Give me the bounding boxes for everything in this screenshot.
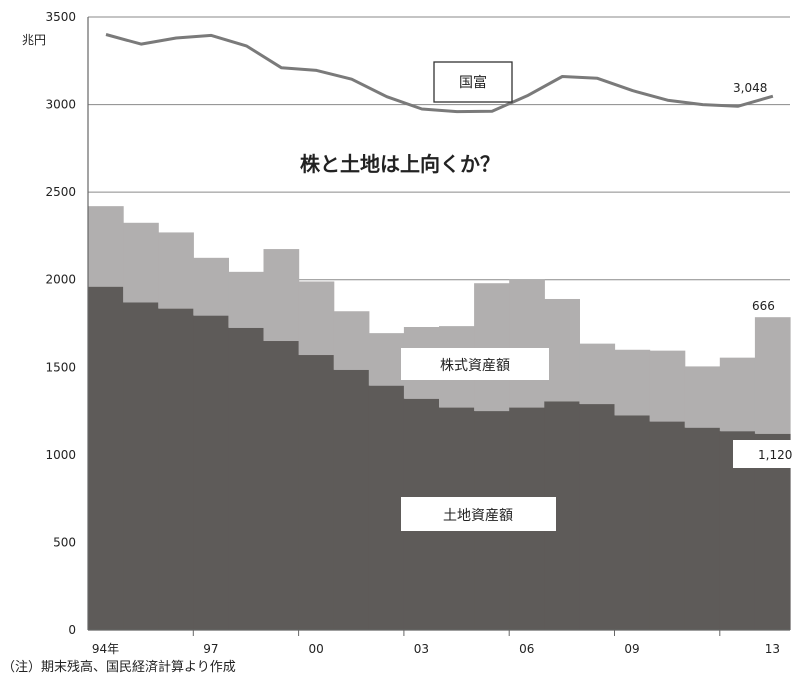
x-tick-label: 09 — [624, 642, 639, 656]
stock-bar — [754, 317, 791, 434]
stock-bar — [333, 311, 370, 370]
land-label-box: 土地資産額 — [401, 497, 556, 531]
stacked-areas — [88, 206, 791, 630]
land-last-value: 1,120 — [758, 448, 792, 462]
land-bar — [333, 369, 370, 630]
x-tick-label: 97 — [203, 642, 218, 656]
land-bar — [298, 355, 335, 630]
stock-last-value: 666 — [752, 299, 775, 313]
stock-bar — [158, 232, 194, 309]
land-bar — [193, 315, 229, 630]
land-bar — [158, 308, 194, 630]
stock-bar — [88, 206, 124, 287]
stock-bar — [509, 279, 545, 408]
kokufu-last-value: 3,048 — [733, 81, 767, 95]
land-label: 土地資産額 — [443, 508, 513, 524]
stock-bar — [719, 357, 756, 432]
y-tick-labels: 0 500 1000 1500 2000 2500 3000 3500 — [45, 10, 76, 637]
stock-bar — [263, 249, 300, 342]
stock-bar — [684, 366, 721, 428]
kokufu-label: 国富 — [459, 74, 487, 91]
land-bar — [684, 427, 721, 630]
stock-label-box: 株式資産額 — [401, 348, 549, 380]
kokufu-line — [105, 33, 774, 114]
x-tick-label: 00 — [309, 642, 324, 656]
stock-bar — [228, 271, 265, 328]
stock-bar — [579, 343, 616, 405]
axes — [87, 17, 790, 636]
kokufu-label-box: 国富 — [433, 61, 513, 103]
y-tick-label: 1000 — [45, 448, 76, 462]
stock-bar — [368, 333, 405, 386]
land-bar — [123, 302, 159, 630]
land-bar — [579, 404, 616, 630]
kokufu-series-line — [105, 33, 774, 114]
land-last-value-box: 1,120 — [733, 440, 795, 468]
stock-bar — [123, 222, 159, 303]
land-bar — [614, 415, 651, 630]
stock-bar — [544, 298, 580, 402]
y-tick-label: 1500 — [45, 360, 76, 374]
stock-label: 株式資産額 — [440, 358, 510, 374]
y-tick-label: 500 — [53, 535, 76, 549]
stock-bar — [193, 257, 229, 316]
stock-bar — [614, 349, 651, 416]
y-tick-label: 2500 — [45, 185, 76, 199]
chart-title: 株と土地は上向くか？ — [300, 152, 500, 176]
x-tick-label: 03 — [414, 642, 429, 656]
x-tick-label: 13 — [765, 642, 780, 656]
stock-bar — [649, 350, 686, 422]
x-tick-label: 06 — [519, 642, 534, 656]
land-bar — [649, 421, 686, 630]
stock-bar — [474, 283, 510, 412]
y-axis-unit: 兆円 — [22, 33, 46, 47]
land-bar — [263, 341, 300, 630]
x-tick-label: 94年 — [92, 642, 119, 656]
land-bar — [368, 385, 405, 630]
stock-bar — [298, 281, 335, 356]
y-tick-label: 2000 — [45, 273, 76, 287]
y-tick-label: 0 — [68, 623, 76, 637]
land-bar — [228, 327, 265, 630]
footnote: （注）期末残高、国民経済計算より作成 — [2, 660, 236, 675]
y-tick-label: 3000 — [45, 98, 76, 112]
land-bar — [88, 286, 124, 630]
y-tick-label: 3500 — [45, 10, 76, 24]
x-tick-labels: 94年 97 00 03 06 09 13 — [92, 642, 780, 656]
